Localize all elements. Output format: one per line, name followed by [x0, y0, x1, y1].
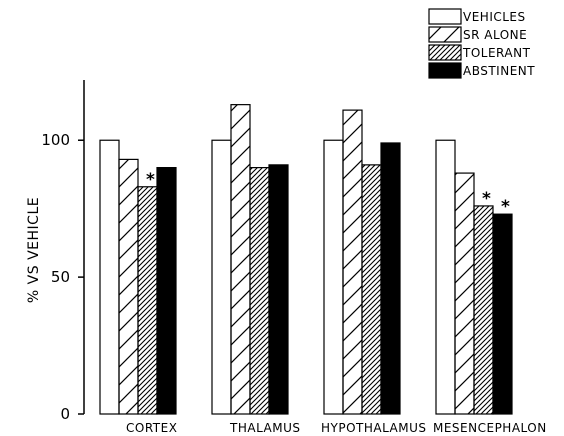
significance-asterisk: * [482, 189, 491, 209]
bar [473, 205, 494, 415]
category-label: CORTEX [126, 421, 177, 435]
bar [380, 142, 401, 415]
bar [268, 164, 289, 415]
y-tick-label: 100 [41, 131, 70, 149]
bar [99, 139, 120, 415]
legend-label: TOLERANT [462, 46, 531, 60]
bar [249, 167, 270, 415]
bar [137, 186, 158, 415]
bar [118, 158, 139, 415]
y-axis-label: % VS VEHICLE [26, 197, 42, 303]
legend-swatch [428, 44, 462, 61]
significance-asterisk: * [146, 170, 155, 190]
y-ticks: 0 50 100 [41, 131, 84, 423]
y-tick-label: 0 [60, 405, 70, 423]
bar [492, 213, 513, 415]
bars [99, 104, 513, 415]
legend-label: ABSTINENT [463, 64, 535, 78]
bar [454, 172, 475, 415]
legend-label: SR ALONE [463, 28, 527, 42]
bar [230, 104, 251, 415]
category-label: MESENCEPHALON [433, 421, 547, 435]
category-label: THALAMUS [229, 421, 301, 435]
y-tick-label: 50 [51, 268, 70, 286]
significance-asterisk: * [501, 197, 510, 217]
bar [435, 139, 456, 415]
legend-swatch [428, 26, 462, 43]
bar [342, 109, 363, 415]
bar [211, 139, 232, 415]
bar [361, 164, 382, 415]
legend-label: VEHICLES [463, 10, 526, 24]
category-labels: CORTEX THALAMUS HYPOTHALAMUS MESENCEPHALON [126, 421, 547, 435]
legend-swatch [428, 8, 462, 25]
significance-markers: * * * [146, 170, 510, 217]
bar [323, 139, 344, 415]
bar [156, 167, 177, 415]
category-label: HYPOTHALAMUS [321, 421, 427, 435]
legend-swatch [428, 62, 462, 79]
legend: VEHICLES SR ALONE TOLERANT ABSTINENT [428, 8, 535, 79]
